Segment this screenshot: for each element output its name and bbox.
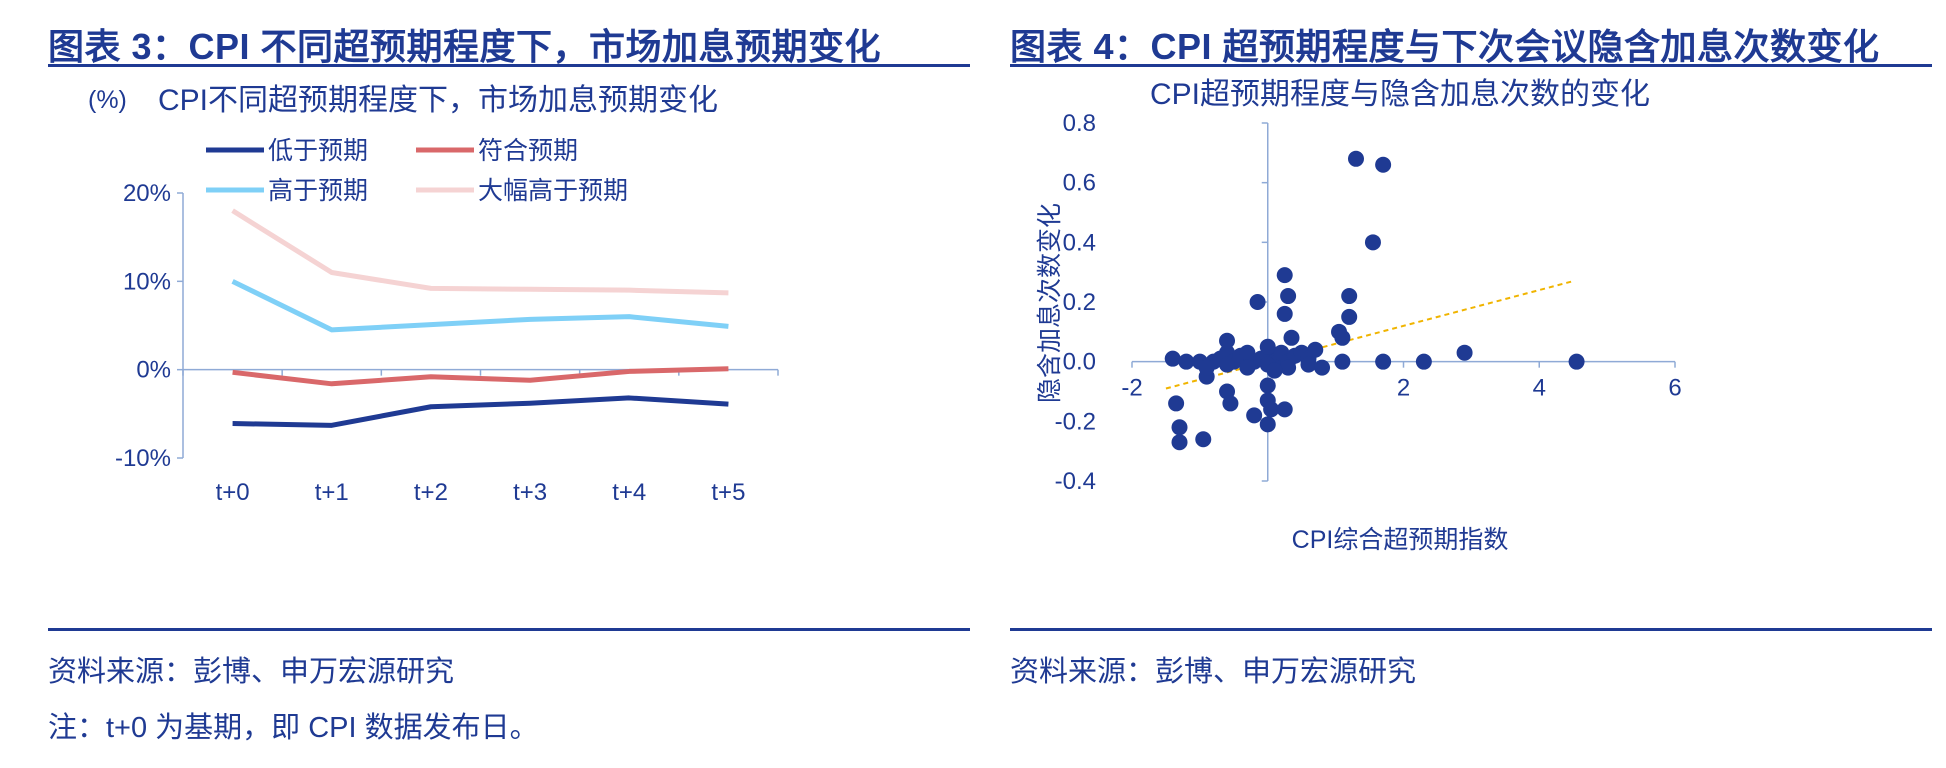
scatter-point (1219, 332, 1236, 349)
scatter-point (1307, 341, 1324, 358)
scatter-point (1280, 359, 1297, 376)
y-axis-title: 隐含加息次数变化 (1036, 203, 1064, 403)
left-source: 资料来源：彭博、申万宏源研究 (48, 656, 455, 688)
scatter-point (1341, 288, 1358, 305)
y-tick-label: 0.4 (1063, 229, 1096, 256)
x-tick-label: t+0 (216, 479, 250, 506)
scatter-point (1276, 305, 1293, 322)
x-tick-label: 4 (1533, 375, 1546, 402)
y-axis-unit: (%) (88, 86, 127, 114)
scatter-point (1280, 288, 1297, 305)
x-tick-label: t+3 (513, 479, 547, 506)
x-tick-label: t+2 (414, 479, 448, 506)
y-tick-label: -10% (115, 445, 171, 472)
right-source: 资料来源：彭博、申万宏源研究 (1010, 656, 1417, 688)
scatter-point (1263, 401, 1280, 418)
scatter-point (1164, 350, 1181, 367)
scatter-point (1259, 416, 1276, 433)
scatter-point (1341, 308, 1358, 325)
scatter-point (1249, 294, 1266, 310)
x-tick-label: -2 (1121, 375, 1142, 402)
series-line-2 (231, 279, 729, 333)
scatter-point (1178, 353, 1195, 370)
scatter-point (1568, 353, 1585, 370)
scatter-point (1347, 150, 1364, 167)
scatter-point (1283, 329, 1300, 346)
scatter-point (1246, 407, 1263, 424)
scatter-point (1198, 359, 1215, 376)
left-figure-panel: 图表 3：CPI 不同超预期程度下，市场加息预期变化 (%) CPI不同超预期程度… (48, 0, 970, 768)
y-tick-label: -0.2 (1055, 408, 1096, 435)
scatter-point (1334, 353, 1351, 370)
scatter-point (1195, 431, 1212, 448)
scatter-point (1276, 401, 1293, 418)
scatter-chart-title: CPI超预期程度与隐含加息次数的变化 (1150, 78, 1650, 111)
x-tick-label: t+5 (711, 479, 745, 506)
series-line-1 (232, 366, 729, 387)
x-axis-title: CPI综合超预期指数 (1292, 526, 1509, 554)
y-tick-label: 10% (123, 268, 171, 295)
scatter-point (1300, 356, 1317, 373)
scatter-point (1415, 353, 1432, 370)
scatter-point (1266, 362, 1283, 379)
x-tick-label: 6 (1668, 375, 1681, 402)
left-note: 注：t+0 为基期，即 CPI 数据发布日。 (48, 712, 539, 744)
scatter-point (1314, 359, 1331, 376)
right-bottom-rule (1010, 628, 1932, 631)
right-title-rule (1010, 64, 1932, 67)
scatter-point (1239, 359, 1256, 376)
scatter-point (1364, 234, 1381, 251)
scatter-point (1456, 344, 1473, 361)
scatter-point (1334, 329, 1351, 346)
scatter-point (1171, 434, 1188, 451)
scatter-point (1276, 267, 1293, 284)
scatter-point (1375, 156, 1392, 173)
trend-line (1165, 280, 1574, 390)
left-title-rule (48, 64, 970, 67)
scatter-point (1222, 395, 1239, 412)
scatter-point (1259, 377, 1276, 394)
x-tick-label: t+4 (612, 479, 646, 506)
line-chart-title: CPI不同超预期程度下，市场加息预期变化 (158, 84, 718, 117)
y-tick-label: 20% (123, 180, 171, 207)
legend-label-1: 符合预期 (478, 137, 578, 165)
y-tick-label: 0.2 (1063, 289, 1096, 316)
scatter-point (1219, 356, 1236, 373)
y-tick-label: 0.6 (1063, 170, 1096, 197)
y-tick-label: 0.0 (1063, 349, 1096, 376)
series-line-3 (231, 208, 729, 296)
y-tick-label: 0.8 (1063, 110, 1096, 137)
scatter-point (1259, 338, 1276, 355)
left-figure-title: 图表 3：CPI 不同超预期程度下，市场加息预期变化 (48, 26, 882, 67)
y-tick-label: -0.4 (1055, 468, 1096, 495)
legend-label-3: 大幅高于预期 (478, 177, 628, 205)
x-tick-label: t+1 (315, 479, 349, 506)
scatter-point (1375, 353, 1392, 370)
right-figure-panel: 图表 4：CPI 超预期程度与下次会议隐含加息次数变化 CPI超预期程度与隐含加… (1010, 0, 1932, 768)
left-bottom-rule (48, 628, 970, 631)
right-figure-title: 图表 4：CPI 超预期程度与下次会议隐含加息次数变化 (1010, 26, 1880, 67)
legend-label-2: 高于预期 (268, 177, 368, 205)
scatter-point (1168, 395, 1185, 412)
scatter-point (1171, 419, 1188, 436)
y-tick-label: 0% (136, 357, 171, 384)
scatter-chart: CPI超预期程度与隐含加息次数的变化 -0.4 -0.2 0.0 0.2 0.4 0.6 0.… (1036, 78, 1682, 554)
x-tick-label: 2 (1397, 375, 1410, 402)
series-line-0 (232, 395, 729, 428)
legend-label-0: 低于预期 (268, 137, 368, 165)
